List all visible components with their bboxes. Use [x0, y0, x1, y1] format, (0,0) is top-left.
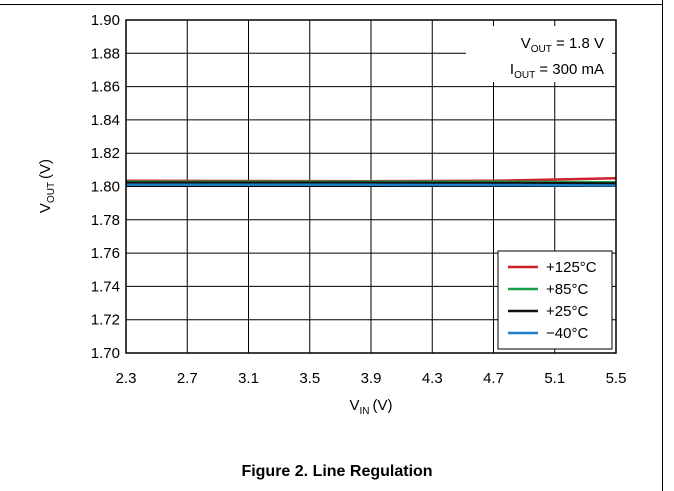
x-tick-label: 3.9 [361, 370, 382, 387]
y-axis-label: VOUT(V) [37, 159, 57, 213]
y-tick-label: 1.88 [91, 45, 120, 62]
y-tick-label: 1.90 [91, 12, 120, 29]
y-tick-label: 1.76 [91, 245, 120, 262]
series-line [126, 183, 617, 187]
series-lines [125, 176, 617, 187]
legend-label: −40°C [546, 325, 588, 342]
x-tick-label: 2.7 [177, 370, 198, 387]
legend: +125°C +85°C +25°C −40°C [497, 250, 613, 350]
x-tick-label: 2.3 [116, 370, 137, 387]
y-tick-label: 1.72 [91, 312, 120, 329]
x-tick-label: 5.1 [544, 370, 565, 387]
y-tick-label: 1.82 [91, 145, 120, 162]
legend-label: +25°C [546, 303, 588, 320]
legend-label: +125°C [546, 259, 597, 276]
x-tick-label: 4.3 [422, 370, 443, 387]
annotation-iout: IOUT = 300 mA [510, 61, 604, 81]
conditions-annotation: VOUT = 1.8 V IOUT = 300 mA [466, 26, 612, 82]
y-tick-label: 1.84 [91, 112, 120, 129]
y-tick-label: 1.78 [91, 212, 120, 229]
y-tick-label: 1.74 [91, 278, 120, 295]
x-axis-label: VIN (V) [349, 397, 392, 417]
y-tick-labels: 1.70 1.72 1.74 1.76 1.78 1.80 1.82 1.84 1.86 1.88… [91, 12, 120, 362]
annotation-vout: VOUT = 1.8 V [521, 35, 604, 55]
y-tick-label: 1.70 [91, 345, 120, 362]
x-tick-labels: 2.3 2.7 3.1 3.5 3.9 4.3 4.7 5.1 5.5 [116, 370, 627, 387]
line-regulation-chart: 1.70 1.72 1.74 1.76 1.78 1.80 1.82 1.84 1.86 1.88… [37, 12, 627, 417]
y-tick-label: 1.80 [91, 179, 120, 196]
plot-area [125, 19, 617, 354]
y-tick-label: 1.86 [91, 79, 120, 96]
x-tick-label: 3.1 [238, 370, 259, 387]
legend-label: +85°C [546, 281, 588, 298]
frame-top-border [0, 4, 663, 5]
series-line [126, 181, 617, 185]
frame-right-border [662, 0, 663, 491]
x-tick-label: 5.5 [606, 370, 627, 387]
figure-caption: Figure 2. Line Regulation [241, 463, 433, 480]
x-tick-label: 3.5 [299, 370, 320, 387]
x-tick-label: 4.7 [483, 370, 504, 387]
